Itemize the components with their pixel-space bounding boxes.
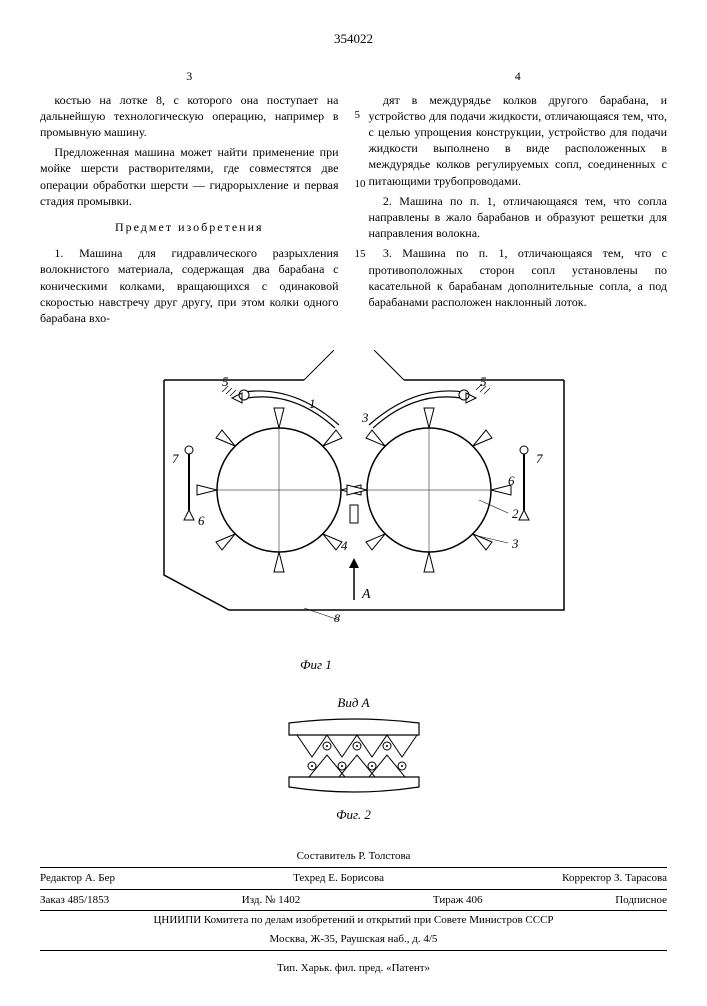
col-number-right: 4 bbox=[369, 68, 668, 84]
footer-korrektor: Корректор З. Тарасова bbox=[562, 871, 667, 886]
figure-1-area: 5 5 1 3 7 7 6 6 2 3 4 А 8 Фиг 1 bbox=[40, 350, 667, 674]
footer-org: ЦНИИПИ Комитета по делам изобретений и о… bbox=[40, 911, 667, 930]
two-column-text: 3 костью на лотке 8, с которого она пост… bbox=[40, 68, 667, 331]
footer-editor: Редактор А. Бер bbox=[40, 871, 115, 886]
right-claim-2: 2. Машина по п. 1, отличающаяся тем, что… bbox=[369, 193, 668, 242]
footer-block: Составитель Р. Толстова Редактор А. Бер … bbox=[40, 849, 667, 976]
fig1-label-4: 4 bbox=[341, 538, 348, 553]
doc-number: 354022 bbox=[40, 30, 667, 48]
footer-zakaz: Заказ 485/1853 bbox=[40, 893, 109, 908]
fig1-label-1: 1 bbox=[309, 396, 316, 411]
col-number-left: 3 bbox=[40, 68, 339, 84]
figure-1-svg: 5 5 1 3 7 7 6 6 2 3 4 А 8 bbox=[104, 350, 604, 650]
right-para-1: дят в междурядье колков другого барабана… bbox=[369, 92, 668, 189]
footer-tip: Тип. Харьк. фил. пред. «Патент» bbox=[40, 961, 667, 976]
right-column: 5 10 15 4 дят в междурядье колков другог… bbox=[369, 68, 668, 331]
left-para-1: костью на лотке 8, с которого она поступ… bbox=[40, 92, 339, 141]
fig-2-label: Фиг. 2 bbox=[40, 806, 667, 824]
fig1-label-3a: 3 bbox=[361, 410, 369, 425]
footer-row-2: Заказ 485/1853 Изд. № 1402 Тираж 406 Под… bbox=[40, 890, 667, 912]
footer-addr: Москва, Ж-35, Раушская наб., д. 4/5 bbox=[40, 930, 667, 951]
line-mark-15: 15 bbox=[355, 247, 366, 262]
fig1-label-5a: 5 bbox=[222, 374, 229, 389]
fig1-label-6b: 6 bbox=[508, 473, 515, 488]
fig1-label-A: А bbox=[361, 587, 371, 602]
fig1-label-5b: 5 bbox=[480, 374, 487, 389]
footer-tehred: Техред Е. Борисова bbox=[293, 871, 384, 886]
footer-row-1: Редактор А. Бер Техред Е. Борисова Корре… bbox=[40, 867, 667, 890]
fig1-label-8: 8 bbox=[334, 611, 340, 625]
fig1-label-7b: 7 bbox=[536, 451, 543, 466]
left-para-2: Предложенная машина может найти применен… bbox=[40, 144, 339, 209]
left-claim-1: 1. Машина для гидравлического разрыхлени… bbox=[40, 245, 339, 326]
footer-sostav: Составитель Р. Толстова bbox=[40, 849, 667, 864]
vida-label: Вид А bbox=[40, 694, 667, 712]
footer-podpis: Подписное bbox=[615, 893, 667, 908]
line-mark-10: 10 bbox=[355, 177, 366, 192]
line-markers: 5 10 15 bbox=[355, 68, 366, 263]
right-claim-3: 3. Машина по п. 1, отличающаяся тем, что… bbox=[369, 245, 668, 310]
left-column: 3 костью на лотке 8, с которого она пост… bbox=[40, 68, 339, 331]
section-title: Предмет изобретения bbox=[40, 219, 339, 235]
fig1-label-7a: 7 bbox=[172, 451, 179, 466]
fig1-label-6a: 6 bbox=[198, 513, 205, 528]
footer-izd: Изд. № 1402 bbox=[242, 893, 300, 908]
fig1-label-2: 2 bbox=[512, 506, 519, 521]
fig-1-label: Фиг 1 bbox=[300, 656, 667, 674]
line-mark-5: 5 bbox=[355, 108, 366, 123]
fig1-label-3b: 3 bbox=[511, 536, 519, 551]
figure-2-svg bbox=[269, 715, 439, 800]
figure-2-area: Вид А Фиг. 2 bbox=[40, 694, 667, 824]
footer-tirazh: Тираж 406 bbox=[433, 893, 483, 908]
